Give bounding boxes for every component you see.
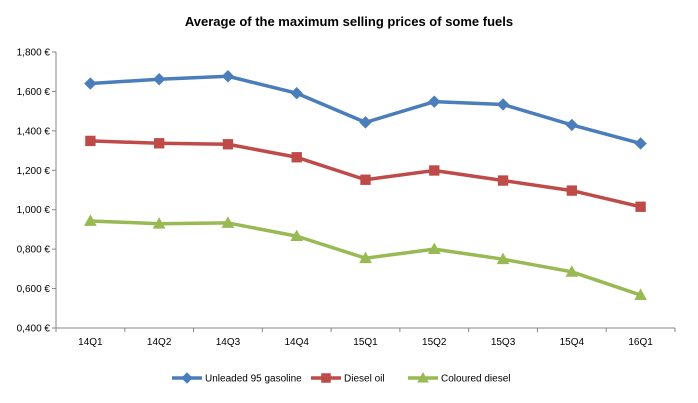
y-tick-label: 1,800 € [17, 48, 51, 59]
data-point [496, 252, 510, 265]
data-point [497, 175, 509, 186]
series-layer [84, 70, 647, 300]
data-point [152, 217, 166, 229]
data-point [153, 138, 165, 149]
series-line [90, 74, 642, 146]
series-0 [84, 70, 647, 150]
x-tick-label: 15Q3 [491, 337, 516, 348]
y-tick-label: 1,000 € [17, 205, 51, 216]
legend-label: Unleaded 95 gasoline [205, 374, 302, 385]
data-point [360, 174, 371, 185]
y-tick-label: 0,400 € [17, 324, 51, 335]
data-point [222, 139, 234, 150]
data-point [84, 77, 97, 90]
y-tick-label: 0,800 € [17, 245, 51, 256]
data-point [565, 265, 579, 277]
x-axis-ticks: 14Q1 14Q2 14Q3 14Q4 15Q1 15Q2 15Q3 15Q4 16Q1 [55, 328, 676, 348]
x-tick-label: 15Q1 [353, 337, 378, 348]
series-line [90, 139, 642, 209]
x-tick-label: 14Q3 [216, 337, 241, 348]
legend-marker [181, 372, 193, 384]
data-point [634, 288, 647, 300]
series-1 [85, 135, 646, 212]
chart-title: Average of the maximum selling prices of… [185, 14, 513, 29]
x-tick-label: 14Q2 [147, 337, 172, 348]
data-point [359, 116, 372, 129]
data-point [635, 201, 646, 212]
legend-label: Coloured diesel [441, 374, 511, 385]
legend-item: Coloured diesel [408, 371, 511, 385]
x-tick-label: 14Q1 [78, 337, 103, 348]
data-point [152, 72, 166, 86]
legend: Unleaded 95 gasoline Diesel oil Coloured d… [172, 371, 511, 385]
data-point [634, 137, 647, 150]
data-point [428, 95, 441, 108]
data-point [429, 165, 440, 176]
data-point [359, 251, 372, 264]
y-axis-ticks: 1,800 € 1,600 € 1,400 € 1,200 € 1,000 € 0,800… [17, 48, 56, 335]
legend-marker [321, 373, 331, 383]
data-point [566, 185, 578, 196]
y-tick-label: 1,600 € [17, 87, 51, 98]
axes [55, 52, 675, 329]
data-point [291, 152, 302, 163]
y-tick-label: 1,200 € [17, 166, 51, 177]
x-tick-label: 15Q2 [422, 337, 447, 348]
legend-marker [417, 371, 429, 383]
data-point [85, 135, 96, 147]
data-point [84, 214, 97, 226]
y-tick-label: 0,600 € [17, 284, 51, 295]
series-2 [84, 214, 647, 300]
data-point [290, 229, 304, 242]
data-point [221, 216, 235, 228]
data-point [496, 98, 510, 111]
data-point [290, 86, 303, 100]
x-tick-label: 16Q1 [628, 337, 653, 348]
legend-label: Diesel oil [344, 374, 385, 385]
x-tick-label: 14Q4 [284, 337, 309, 348]
legend-item: Diesel oil [311, 373, 385, 385]
x-tick-label: 15Q4 [560, 337, 585, 348]
data-point [565, 118, 579, 132]
data-point [427, 242, 441, 255]
data-point [221, 70, 235, 83]
legend-item: Unleaded 95 gasoline [172, 372, 302, 385]
y-tick-label: 1,400 € [17, 126, 51, 137]
